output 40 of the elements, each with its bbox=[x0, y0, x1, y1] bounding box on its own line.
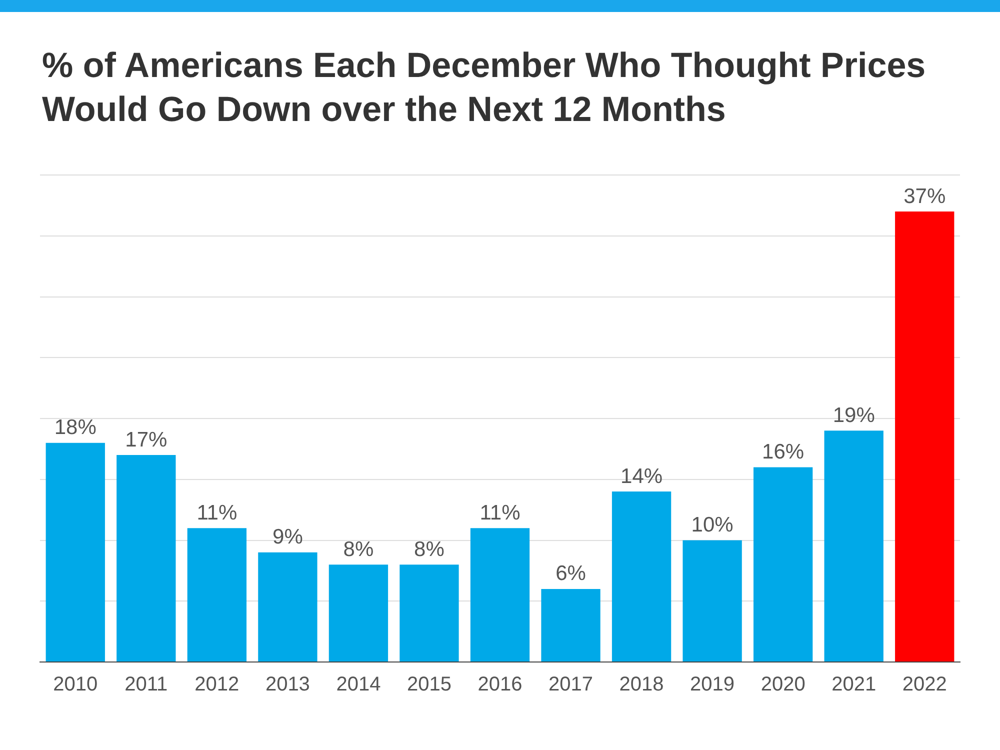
data-label: 8% bbox=[414, 538, 444, 561]
bar bbox=[612, 492, 672, 662]
bar bbox=[258, 552, 318, 662]
x-tick-label: 2020 bbox=[760, 674, 806, 696]
bar bbox=[400, 564, 459, 662]
data-label: 6% bbox=[556, 562, 586, 586]
x-tick-label: 2013 bbox=[265, 674, 310, 696]
bar bbox=[46, 442, 105, 662]
x-tick-label: 2016 bbox=[478, 674, 522, 696]
chart-title: % of Americans Each December Who Thought Prices Would Go Down over the Next 12 Months bbox=[42, 45, 927, 131]
bar bbox=[470, 528, 530, 662]
data-label: 9% bbox=[272, 526, 303, 549]
data-label: 11% bbox=[196, 501, 238, 524]
bar bbox=[328, 564, 388, 662]
x-tick-label: 2011 bbox=[124, 674, 168, 696]
bar bbox=[895, 212, 954, 662]
x-tick-label: 2010 bbox=[53, 674, 98, 696]
x-tick-label: 2021 bbox=[832, 674, 876, 696]
bar bbox=[682, 540, 742, 662]
x-tick-label: 2015 bbox=[406, 674, 452, 696]
bar bbox=[753, 467, 813, 662]
bar bbox=[541, 588, 600, 662]
data-label: 16% bbox=[762, 440, 804, 464]
bar bbox=[824, 430, 884, 662]
bar bbox=[187, 528, 247, 662]
data-label: 14% bbox=[620, 464, 663, 488]
data-label: 17% bbox=[125, 428, 168, 452]
x-tick-label: 2018 bbox=[619, 674, 664, 696]
x-tick-label: 2019 bbox=[690, 674, 735, 696]
data-label: 19% bbox=[832, 404, 875, 427]
bar bbox=[116, 455, 176, 662]
x-tick-label: 2022 bbox=[902, 674, 947, 696]
data-label: 37% bbox=[904, 184, 946, 208]
data-label: 18% bbox=[54, 416, 96, 440]
x-tick-label: 2014 bbox=[336, 674, 381, 696]
x-tick-label: 2017 bbox=[548, 674, 594, 696]
x-tick-label: 2012 bbox=[194, 674, 240, 696]
data-label: 10% bbox=[691, 514, 734, 537]
data-label: 11% bbox=[480, 501, 520, 524]
data-label: 8% bbox=[343, 538, 374, 561]
